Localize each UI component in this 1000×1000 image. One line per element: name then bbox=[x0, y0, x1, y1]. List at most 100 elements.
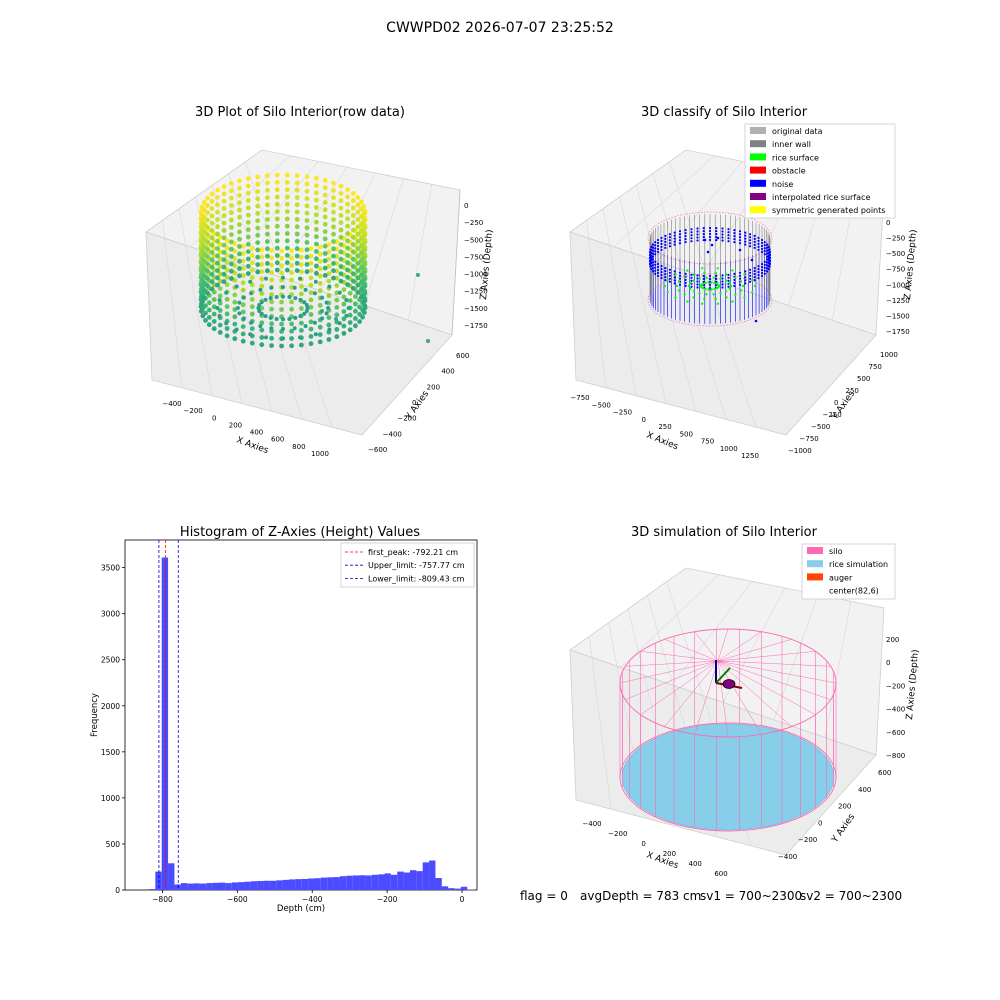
silo-roof-line bbox=[717, 660, 792, 727]
histogram-bar bbox=[333, 877, 340, 890]
scatter-point bbox=[338, 220, 344, 226]
scatter-point bbox=[660, 242, 663, 245]
scatter-point bbox=[767, 245, 770, 249]
scatter-point bbox=[259, 247, 265, 253]
scatter-point bbox=[728, 281, 731, 285]
scatter-point bbox=[249, 275, 255, 280]
scatter-point bbox=[317, 302, 323, 308]
histogram-bar bbox=[199, 883, 207, 890]
scatter-point bbox=[249, 311, 255, 317]
scatter-point bbox=[224, 304, 230, 309]
scatter-point bbox=[715, 287, 719, 290]
scatter-point bbox=[690, 234, 693, 237]
scatter-point bbox=[289, 248, 294, 254]
scatter-point bbox=[334, 305, 340, 310]
z-tick-label: −1000 bbox=[464, 271, 488, 279]
scatter-point bbox=[221, 220, 227, 226]
scatter-point bbox=[201, 214, 207, 220]
scatter-point bbox=[249, 253, 255, 258]
z-tick-label: −1500 bbox=[464, 305, 488, 313]
scatter-point bbox=[257, 309, 262, 313]
z-tick-label: −250 bbox=[464, 219, 483, 227]
scatter-point bbox=[255, 189, 261, 194]
scatter-point bbox=[359, 279, 364, 285]
scatter-point bbox=[337, 321, 342, 326]
scatter-point bbox=[317, 244, 323, 250]
scatter-point bbox=[245, 234, 251, 240]
scatter-point bbox=[322, 207, 328, 213]
scatter-point bbox=[651, 246, 655, 249]
gridline bbox=[773, 594, 819, 721]
gridline bbox=[162, 220, 183, 388]
scatter-point bbox=[201, 207, 207, 213]
scatter-point bbox=[701, 302, 704, 305]
y-tick-label: −750 bbox=[800, 435, 819, 443]
histogram-bar bbox=[295, 879, 302, 890]
scatter-point bbox=[727, 273, 730, 276]
scatter-point bbox=[350, 227, 356, 233]
scatter-point bbox=[345, 253, 350, 258]
scatter-point bbox=[678, 242, 682, 245]
scatter-point bbox=[237, 236, 242, 242]
scatter-point bbox=[314, 205, 319, 210]
scatter-point bbox=[673, 282, 676, 285]
scatter-point bbox=[308, 246, 314, 252]
scatter-point bbox=[229, 181, 234, 186]
scatter-point bbox=[304, 218, 310, 223]
scatter-point bbox=[259, 311, 264, 316]
scatter-point bbox=[264, 335, 268, 340]
scatter-point bbox=[205, 195, 210, 201]
legend-entry: first_peak: -792.21 cm bbox=[368, 548, 458, 557]
scatter-point bbox=[294, 238, 300, 244]
scatter-point bbox=[224, 321, 229, 326]
scatter-point bbox=[660, 236, 663, 239]
scatter-point bbox=[350, 271, 356, 277]
simulation-silo-body bbox=[619, 628, 837, 832]
scatter-point bbox=[719, 292, 722, 295]
scatter-point bbox=[198, 308, 204, 314]
scatter-point bbox=[229, 217, 234, 223]
scatter-point bbox=[284, 223, 290, 229]
scatter-point bbox=[259, 283, 265, 289]
scatter-point bbox=[255, 181, 261, 187]
scatter-point bbox=[347, 320, 353, 325]
scatter-point bbox=[215, 260, 220, 266]
scatter-point bbox=[215, 238, 220, 244]
scatter-point bbox=[331, 239, 336, 244]
scatter-point bbox=[229, 224, 234, 230]
scatter-point bbox=[334, 317, 338, 321]
scatter-point bbox=[757, 242, 760, 245]
x-tick-label: 600 bbox=[271, 436, 284, 444]
scatter-point bbox=[668, 233, 672, 236]
scatter-point bbox=[255, 232, 261, 238]
scatter-point bbox=[663, 284, 667, 288]
scatter-point bbox=[322, 273, 328, 278]
y-tick-label: −600 bbox=[368, 446, 387, 454]
scatter-point bbox=[229, 195, 234, 201]
scatter-point bbox=[217, 249, 223, 255]
scatter-point bbox=[727, 231, 730, 234]
scatter-point bbox=[664, 267, 667, 270]
simulation-title: 3D simulation of Silo Interior bbox=[631, 525, 818, 540]
scatter-point bbox=[345, 216, 350, 222]
scatter-point bbox=[690, 273, 693, 276]
scatter-point bbox=[763, 260, 766, 263]
scatter-point bbox=[281, 317, 285, 322]
simulation-y-axis-label: Y Axies bbox=[830, 812, 858, 845]
scatter-point bbox=[654, 244, 657, 247]
scatter-point bbox=[353, 294, 358, 299]
scatter-point bbox=[668, 245, 672, 248]
scatter-point bbox=[284, 180, 290, 185]
scatter-point bbox=[696, 286, 699, 289]
scatter-point bbox=[259, 305, 265, 311]
scatter-point bbox=[326, 278, 332, 284]
scatter-point bbox=[731, 300, 734, 303]
scatter-point bbox=[326, 271, 332, 277]
histogram-bar bbox=[460, 886, 468, 890]
scatter-point bbox=[209, 213, 215, 219]
legend-swatch bbox=[750, 127, 766, 134]
rice-mesh-ring bbox=[712, 769, 744, 785]
scatter-point bbox=[322, 229, 328, 235]
legend-entry: rice surface bbox=[772, 153, 819, 162]
z-tick-label: −1750 bbox=[464, 322, 488, 330]
